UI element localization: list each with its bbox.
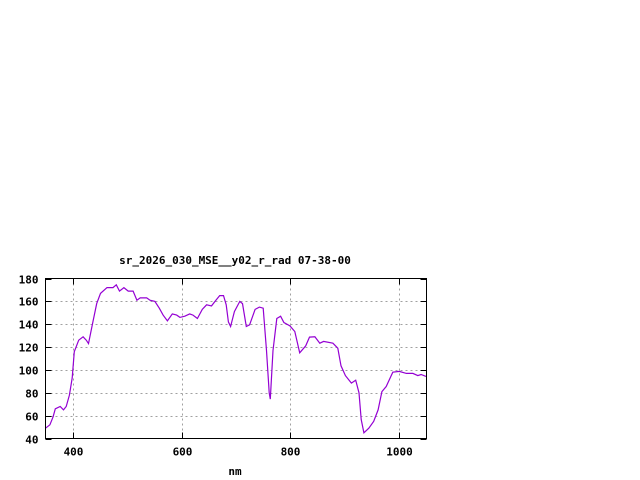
- y-tick-label: 160: [19, 296, 39, 309]
- y-tick-label: 40: [25, 434, 38, 447]
- y-tick-label: 180: [19, 274, 39, 287]
- y-tick-label: 60: [25, 411, 38, 424]
- x-tick-label: 600: [173, 446, 193, 459]
- x-tick-label: 400: [64, 446, 84, 459]
- chart-title: sr_2026_030_MSE__y02_r_rad 07-38-00: [119, 254, 351, 267]
- x-axis-label: nm: [228, 465, 242, 478]
- plot-frame: [45, 278, 427, 439]
- x-tick-label: 800: [281, 446, 301, 459]
- y-tick-label: 140: [19, 319, 39, 332]
- x-axis: 400 600 800 1000: [64, 278, 413, 459]
- y-axis: 40 60 80 100 120 140 160 180: [19, 274, 427, 447]
- grid: [45, 278, 427, 439]
- y-tick-label: 80: [25, 388, 38, 401]
- y-tick-label: 120: [19, 342, 39, 355]
- y-tick-label: 100: [19, 365, 39, 378]
- series-line: [45, 283, 427, 434]
- x-tick-label: 1000: [386, 446, 413, 459]
